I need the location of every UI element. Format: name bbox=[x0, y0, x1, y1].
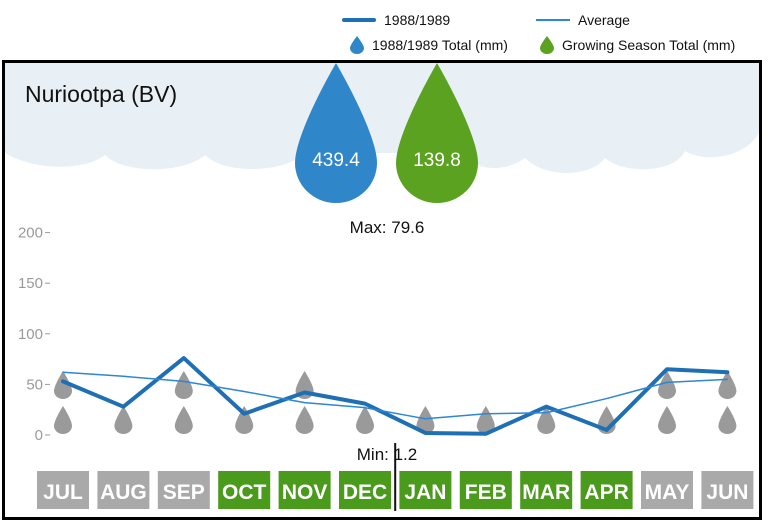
month-label: JUL bbox=[43, 481, 83, 504]
month-tab-background bbox=[37, 471, 89, 509]
rain-marker-drop bbox=[174, 406, 193, 434]
month-label: APR bbox=[584, 481, 628, 504]
month-tab-background bbox=[641, 471, 693, 509]
min-annotation: Min: 1.2 bbox=[357, 445, 417, 464]
y-axis: 0 50 100 150 200 bbox=[18, 225, 50, 444]
month-tab-sep[interactable]: SEP bbox=[157, 471, 210, 509]
month-label: MAR bbox=[522, 481, 570, 504]
month-tab-dec[interactable]: DEC bbox=[339, 471, 391, 509]
month-tab-background bbox=[459, 471, 512, 509]
rain-marker-drop bbox=[54, 371, 72, 399]
year-total-value: 439.4 bbox=[312, 150, 360, 171]
month-tab-background bbox=[278, 471, 331, 509]
rain-marker-drop bbox=[537, 406, 556, 434]
max-annotation: Max: 79.6 bbox=[350, 218, 425, 237]
chart-title: Nuriootpa (BV) bbox=[25, 81, 178, 107]
legend-series-label: 1988/1989 bbox=[384, 12, 451, 28]
month-tab-jun[interactable]: JUN bbox=[701, 471, 754, 509]
month-label: DEC bbox=[343, 481, 387, 504]
rain-marker-drop bbox=[356, 406, 374, 434]
series-lines bbox=[61, 356, 730, 436]
y-tick-label: 50 bbox=[26, 376, 43, 393]
month-tab-mar[interactable]: MAR bbox=[520, 471, 573, 509]
rain-marker-drop bbox=[235, 406, 254, 434]
rain-marker-drop bbox=[718, 406, 737, 434]
series-line-1988-1989[interactable] bbox=[61, 356, 730, 436]
rainfall-chart: 439.4 139.8 Max: 79.6 Min: 1.2 0 50 100 150… bbox=[5, 63, 759, 511]
month-tab-background bbox=[218, 471, 271, 509]
y-tick-label: 200 bbox=[18, 225, 43, 242]
rain-marker-drop bbox=[658, 371, 676, 399]
month-tab-apr[interactable]: APR bbox=[580, 471, 633, 509]
rain-marker-drop bbox=[658, 406, 676, 434]
month-label: AUG bbox=[100, 481, 147, 504]
legend-average-label: Average bbox=[578, 12, 630, 28]
rain-marker-drop bbox=[54, 406, 72, 434]
month-label: FEB bbox=[465, 481, 507, 504]
legend-average-line bbox=[536, 19, 570, 21]
month-tab-oct[interactable]: OCT bbox=[218, 471, 271, 509]
y-tick-label: 0 bbox=[35, 427, 43, 444]
rain-marker-drop bbox=[295, 406, 314, 434]
month-tab-nov[interactable]: NOV bbox=[278, 471, 331, 509]
month-label: MAY bbox=[645, 481, 690, 504]
growing-total-drop[interactable]: 139.8 bbox=[396, 63, 478, 203]
month-label: SEP bbox=[163, 481, 205, 504]
growing-total-value: 139.8 bbox=[413, 150, 461, 171]
month-label: JAN bbox=[404, 481, 446, 504]
rain-marker-drop bbox=[114, 406, 133, 434]
green-drop-icon bbox=[540, 36, 554, 54]
legend-growing-label: Growing Season Total (mm) bbox=[562, 37, 736, 53]
y-tick-label: 150 bbox=[18, 275, 43, 292]
month-axis: JUL AUG SEP OCT NOV DEC JAN FEB MAR APR MAY JUN bbox=[37, 443, 754, 511]
rain-marker-drop bbox=[476, 406, 495, 434]
month-tab-aug[interactable]: AUG bbox=[97, 471, 150, 509]
rain-marker-drop bbox=[718, 371, 737, 399]
month-tab-background bbox=[399, 471, 452, 509]
month-tab-background bbox=[339, 471, 391, 509]
month-tab-background bbox=[520, 471, 573, 509]
legend-item-average[interactable]: Average bbox=[536, 12, 630, 28]
blue-drop-icon bbox=[350, 36, 364, 54]
legend: 1988/1989 Average 1988/1989 Total (mm) G… bbox=[340, 8, 760, 58]
legend-item-1988-1989[interactable]: 1988/1989 bbox=[342, 12, 450, 28]
month-tab-background bbox=[701, 471, 754, 509]
month-label: OCT bbox=[222, 481, 267, 504]
month-tab-background bbox=[580, 471, 633, 509]
month-tab-may[interactable]: MAY bbox=[641, 471, 693, 509]
month-label: NOV bbox=[282, 481, 328, 504]
month-label: JUN bbox=[706, 481, 748, 504]
legend-total-label: 1988/1989 Total (mm) bbox=[372, 37, 508, 53]
legend-item-total[interactable]: 1988/1989 Total (mm) bbox=[350, 36, 508, 54]
month-tab-background bbox=[97, 471, 150, 509]
month-tab-jul[interactable]: JUL bbox=[37, 471, 89, 509]
series-line-average[interactable] bbox=[62, 371, 729, 420]
legend-series-line bbox=[342, 18, 376, 22]
month-tab-background bbox=[157, 471, 210, 509]
year-total-drop[interactable]: 439.4 bbox=[295, 63, 377, 203]
chart-panel: Nuriootpa (BV) 439.4 139.8 Max: 79.6 Min… bbox=[2, 60, 762, 520]
month-tab-feb[interactable]: FEB bbox=[459, 471, 512, 509]
rain-marker-drop bbox=[174, 371, 193, 399]
y-tick-label: 100 bbox=[18, 326, 43, 343]
rain-marker-drop bbox=[416, 406, 435, 434]
cloud-background bbox=[5, 63, 759, 173]
legend-item-growing[interactable]: Growing Season Total (mm) bbox=[540, 36, 735, 54]
month-tab-jan[interactable]: JAN bbox=[399, 471, 452, 509]
